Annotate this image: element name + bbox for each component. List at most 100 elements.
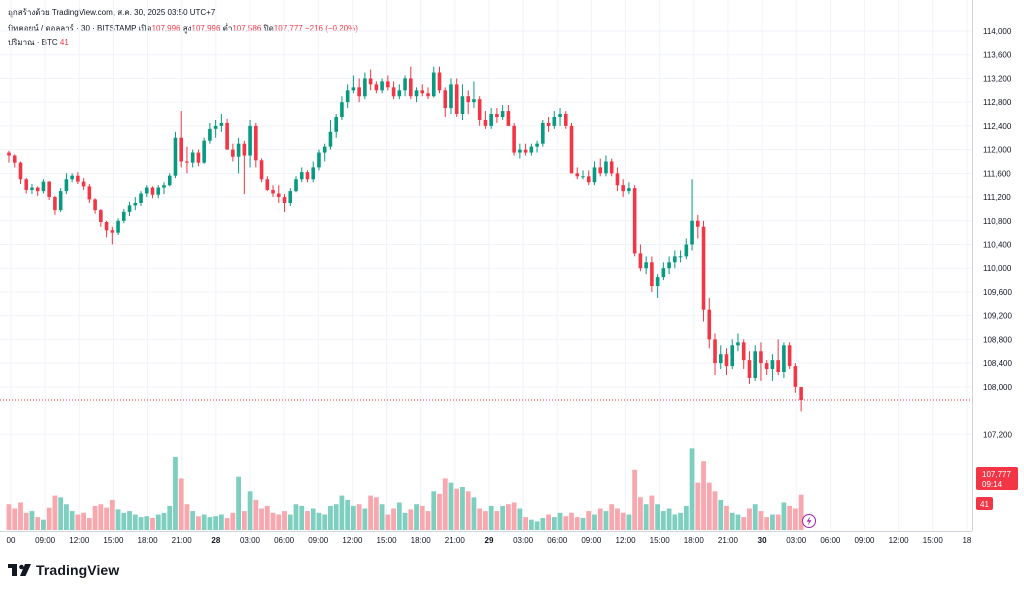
candle-body — [575, 173, 580, 177]
volume-bar — [534, 521, 540, 530]
volume-bar — [655, 504, 661, 530]
candle-body — [529, 146, 534, 153]
volume-bar — [798, 494, 804, 530]
candle-body — [673, 256, 677, 263]
candle-body — [190, 152, 195, 163]
y-tick-label: 112,400 — [983, 122, 1012, 131]
candle-body — [701, 226, 706, 310]
candles — [7, 66, 803, 412]
candle-body — [334, 116, 338, 132]
volume-bar — [758, 511, 764, 530]
candle-body — [18, 162, 23, 180]
candle-body — [764, 363, 769, 370]
candle-body — [328, 131, 333, 147]
volume-bar — [351, 505, 356, 530]
volume-bar — [310, 508, 316, 530]
last-price-badge-bg — [976, 467, 1018, 490]
candle-body — [231, 149, 235, 157]
candle-body — [242, 143, 247, 156]
candle-body — [41, 181, 46, 192]
x-tick-label: 18:00 — [684, 536, 705, 545]
candle-body — [236, 143, 241, 157]
volume-bar — [442, 478, 448, 530]
candle-body — [213, 125, 218, 129]
last-price-value: 107,777 — [982, 470, 1011, 479]
candle-body — [58, 191, 63, 211]
candle-body — [609, 161, 614, 174]
volume-bar — [144, 516, 150, 530]
candle-body — [305, 172, 310, 180]
lightning-icon[interactable] — [802, 514, 816, 528]
candle-body — [661, 268, 666, 278]
volume-bar — [253, 499, 259, 530]
volume-bar — [173, 456, 178, 530]
volume-bar — [58, 497, 64, 530]
volume-bar — [127, 511, 132, 530]
volume-bar — [471, 497, 477, 530]
x-tick-label: 09:00 — [35, 536, 56, 545]
volume-bar — [178, 478, 184, 530]
volume-bar — [781, 502, 787, 530]
candle-body — [644, 262, 648, 269]
attribution-text: ถูกสร้างด้วย TradingView.com, ส.ค. 30, 2… — [8, 8, 216, 17]
tradingview-logo[interactable]: TradingView — [8, 561, 119, 579]
volume-bar — [672, 514, 678, 530]
candle-body — [627, 188, 631, 192]
candle-body — [7, 152, 11, 156]
candle-body — [523, 149, 528, 153]
volume-bar — [724, 505, 729, 530]
volume-bar — [408, 509, 414, 530]
volume-bar — [167, 505, 173, 530]
candle-body — [53, 197, 57, 211]
volume-bar — [597, 508, 603, 530]
volume-bar — [528, 519, 534, 530]
candle-body — [718, 354, 723, 364]
x-tick-label: 09:00 — [854, 536, 875, 545]
volume-bar — [391, 508, 396, 530]
x-tick-label: 18:00 — [411, 536, 432, 545]
volume-bar — [322, 514, 328, 530]
volume-bar — [86, 517, 92, 530]
candle-body — [127, 205, 132, 212]
volume-bar — [276, 514, 282, 530]
volume-bar — [150, 517, 155, 530]
candle-body — [724, 354, 729, 367]
candle-body — [351, 87, 356, 91]
volume-bar — [373, 497, 379, 530]
candle-body — [70, 175, 74, 180]
last-volume-value: 41 — [980, 500, 989, 509]
candle-body — [99, 210, 103, 222]
candle-body — [173, 137, 178, 176]
volume-bar — [764, 517, 770, 530]
candle-body — [357, 87, 361, 97]
volume-bar — [563, 516, 569, 530]
candle-body — [340, 102, 344, 117]
volume-bar — [52, 495, 58, 530]
volume-bar — [196, 516, 201, 530]
volume-bar — [500, 505, 506, 530]
candle-body — [133, 202, 138, 206]
candle-body — [500, 111, 505, 117]
volume-bar — [190, 511, 196, 530]
volume-bar — [362, 508, 368, 530]
candle-body — [586, 176, 591, 183]
candle-body — [162, 185, 166, 188]
volume-bar — [666, 508, 672, 530]
volume-bar — [41, 519, 46, 530]
open-value: 107,996 — [151, 24, 181, 33]
candle-body — [759, 351, 763, 364]
x-tick-label: 12:00 — [616, 536, 637, 545]
volume-bar — [689, 448, 695, 530]
volume-bar — [305, 511, 310, 530]
candle-body — [271, 189, 275, 194]
volume-bar — [747, 508, 752, 530]
volume-bar — [293, 504, 299, 530]
candle-body — [506, 111, 511, 126]
candle-body — [409, 78, 413, 97]
volume-bar — [523, 517, 528, 530]
volume-bar — [155, 514, 161, 530]
candle-body — [391, 87, 396, 97]
y-tick-label: 108,400 — [983, 359, 1012, 368]
